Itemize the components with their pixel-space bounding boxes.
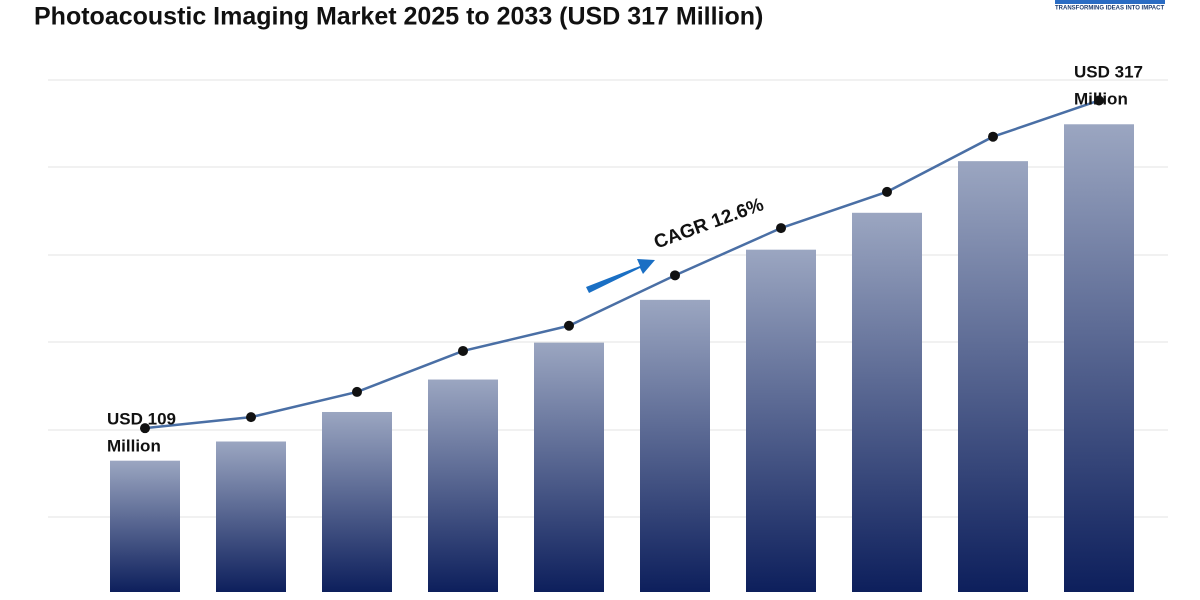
trend-point xyxy=(352,386,362,397)
bar xyxy=(534,342,604,592)
trend-point xyxy=(776,223,786,234)
logo-tagline: TRANSFORMING IDEAS INTO IMPACT xyxy=(1055,6,1164,12)
plot xyxy=(110,95,1134,593)
bar xyxy=(322,411,392,592)
end-annotation: USD 317 xyxy=(1074,62,1143,81)
trend-point xyxy=(988,131,998,142)
bar xyxy=(216,441,286,592)
cagr-label: CAGR 12.6% xyxy=(651,194,766,253)
bar xyxy=(958,161,1028,592)
bar xyxy=(640,299,710,592)
trend-point xyxy=(140,423,150,434)
bar xyxy=(1064,124,1134,592)
trend-line xyxy=(144,99,1100,430)
bar xyxy=(110,460,180,592)
end-annotation: Million xyxy=(1074,89,1128,108)
trend-point xyxy=(670,270,680,281)
trend-point xyxy=(246,412,256,423)
trend-point xyxy=(564,320,574,331)
chart-title: Photoacoustic Imaging Market 2025 to 203… xyxy=(34,3,763,31)
trend-point xyxy=(458,345,468,356)
bar xyxy=(428,379,498,592)
logo-mark xyxy=(1055,0,1165,4)
start-annotation: Million xyxy=(107,436,161,455)
bar xyxy=(852,212,922,592)
bar xyxy=(746,249,816,593)
cagr-arrow xyxy=(586,259,655,293)
trend-point xyxy=(882,186,892,197)
trend-point xyxy=(1094,95,1104,106)
start-annotation: USD 109 xyxy=(107,409,176,428)
